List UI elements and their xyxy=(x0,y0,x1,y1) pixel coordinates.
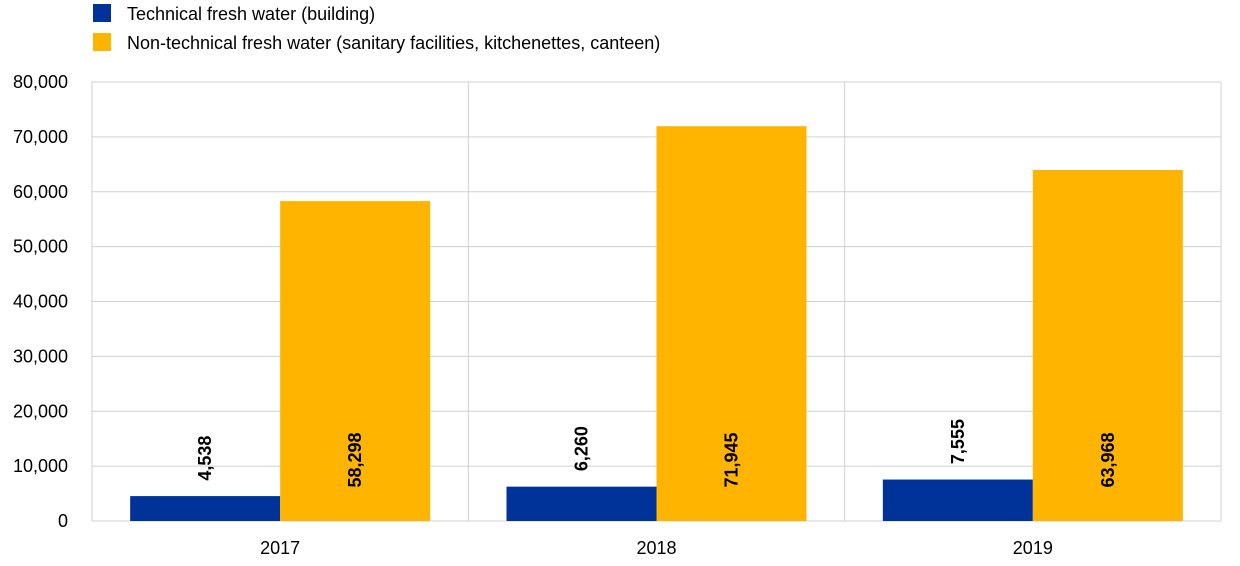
data-label-2018-series-1: 6,260 xyxy=(572,426,592,471)
y-tick-label: 40,000 xyxy=(13,292,68,312)
data-label-2017-series-1: 4,538 xyxy=(195,436,215,481)
legend-swatch-1 xyxy=(93,4,111,22)
y-tick-label: 10,000 xyxy=(13,456,68,476)
data-label-2017-series-2: 58,298 xyxy=(345,432,365,487)
x-axis: 2017 2018 2019 xyxy=(260,538,1053,558)
y-tick-label: 50,000 xyxy=(13,237,68,257)
bar-2018-series-1 xyxy=(506,486,657,521)
x-tick-label: 2017 xyxy=(260,538,300,558)
bar-2019-series-1 xyxy=(882,479,1033,521)
bar-2017-series-2 xyxy=(280,201,431,521)
y-tick-label: 0 xyxy=(58,511,68,531)
legend-swatch-2 xyxy=(93,33,111,51)
y-tick-label: 20,000 xyxy=(13,401,68,421)
bar-2018-series-2 xyxy=(656,126,807,521)
legend-label-1: Technical fresh water (building) xyxy=(127,4,375,24)
y-tick-label: 30,000 xyxy=(13,346,68,366)
x-tick-label: 2018 xyxy=(636,538,676,558)
data-label-2019-series-1: 7,555 xyxy=(948,419,968,464)
y-tick-label: 80,000 xyxy=(13,72,68,92)
legend-label-2: Non-technical fresh water (sanitary faci… xyxy=(127,33,660,53)
bar-2017-series-1 xyxy=(130,496,281,521)
y-tick-label: 70,000 xyxy=(13,127,68,147)
bars: 4,538 58,298 6,260 71,945 7,555 63,968 xyxy=(130,126,1183,522)
data-label-2019-series-2: 63,968 xyxy=(1098,432,1118,487)
y-axis: 0 10,000 20,000 30,000 40,000 50,000 60,000 70,… xyxy=(13,72,68,531)
y-tick-label: 60,000 xyxy=(13,182,68,202)
x-tick-label: 2019 xyxy=(1013,538,1053,558)
data-label-2018-series-2: 71,945 xyxy=(722,432,742,487)
legend: Technical fresh water (building) Non-tech… xyxy=(93,4,660,53)
bar-2019-series-2 xyxy=(1032,169,1183,522)
